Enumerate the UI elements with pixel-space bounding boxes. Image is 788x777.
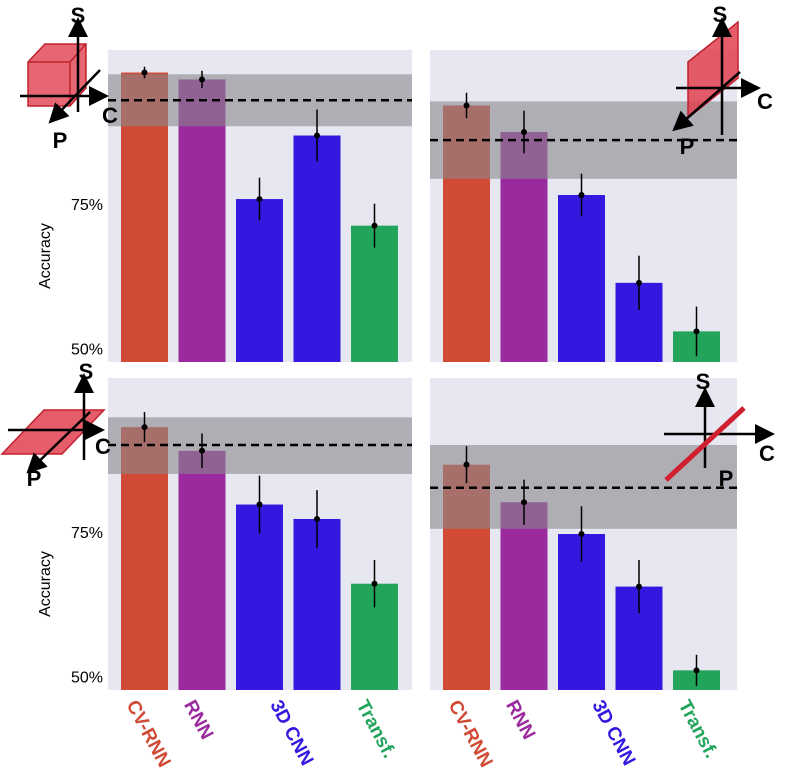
bar bbox=[236, 504, 283, 690]
x-tick-label: RNN bbox=[501, 697, 539, 743]
error-point bbox=[256, 196, 263, 203]
x-tick-label: CV-RNN bbox=[122, 697, 175, 771]
x-tick-label: CV-RNN bbox=[444, 697, 497, 771]
icon-label: S bbox=[79, 359, 94, 384]
error-point bbox=[141, 424, 148, 431]
icon-label: S bbox=[696, 369, 711, 394]
y-tick-label: 75% bbox=[71, 197, 103, 214]
icon-label: C bbox=[102, 103, 118, 128]
error-point bbox=[256, 501, 263, 508]
error-point bbox=[371, 580, 378, 587]
icon-label: P bbox=[27, 466, 42, 491]
x-tick-label: RNN bbox=[179, 697, 217, 743]
icon-label: P bbox=[680, 134, 695, 159]
icon-label: C bbox=[757, 89, 773, 114]
axis-icon: S C P bbox=[20, 3, 118, 153]
icon-label: C bbox=[95, 434, 111, 459]
icon-label: S bbox=[71, 3, 86, 28]
bar bbox=[351, 225, 398, 362]
error-point bbox=[463, 461, 470, 468]
error-point bbox=[693, 328, 700, 335]
y-tick-label: 50% bbox=[71, 342, 103, 359]
error-point bbox=[314, 515, 320, 522]
icon-label: P bbox=[53, 128, 68, 153]
error-point bbox=[578, 192, 585, 199]
error-point bbox=[521, 129, 527, 136]
y-tick-label: 75% bbox=[71, 525, 103, 542]
error-point bbox=[199, 447, 205, 454]
bar bbox=[178, 79, 226, 362]
error-point bbox=[578, 531, 585, 537]
y-axis-label: Accuracy bbox=[37, 551, 54, 617]
x-tick-label: Transf. bbox=[352, 697, 400, 762]
bar bbox=[293, 135, 341, 362]
icon-label: P bbox=[719, 466, 734, 491]
icon-label: C bbox=[759, 441, 775, 466]
y-tick-label: 50% bbox=[71, 670, 103, 687]
x-tick-label: 3D CNN bbox=[587, 697, 639, 769]
bar bbox=[500, 502, 548, 690]
x-tick-label: 3D CNN bbox=[265, 697, 317, 769]
axis-icon: S C P bbox=[664, 369, 775, 491]
axis-icon: S C P bbox=[0, 359, 111, 491]
error-point bbox=[636, 583, 642, 590]
icon-label: S bbox=[713, 2, 728, 27]
error-point bbox=[314, 132, 320, 139]
axis-icon: S C P bbox=[672, 2, 773, 159]
error-point bbox=[371, 222, 378, 229]
error-point bbox=[693, 667, 700, 674]
error-point bbox=[199, 76, 205, 83]
bar bbox=[236, 199, 283, 362]
x-tick-label: Transf. bbox=[674, 697, 722, 762]
error-point bbox=[521, 499, 527, 506]
bar bbox=[558, 195, 605, 362]
bar bbox=[178, 450, 226, 690]
y-axis-label: Accuracy bbox=[37, 223, 54, 289]
error-point bbox=[141, 69, 148, 76]
error-point bbox=[636, 279, 642, 286]
error-point bbox=[463, 102, 470, 109]
